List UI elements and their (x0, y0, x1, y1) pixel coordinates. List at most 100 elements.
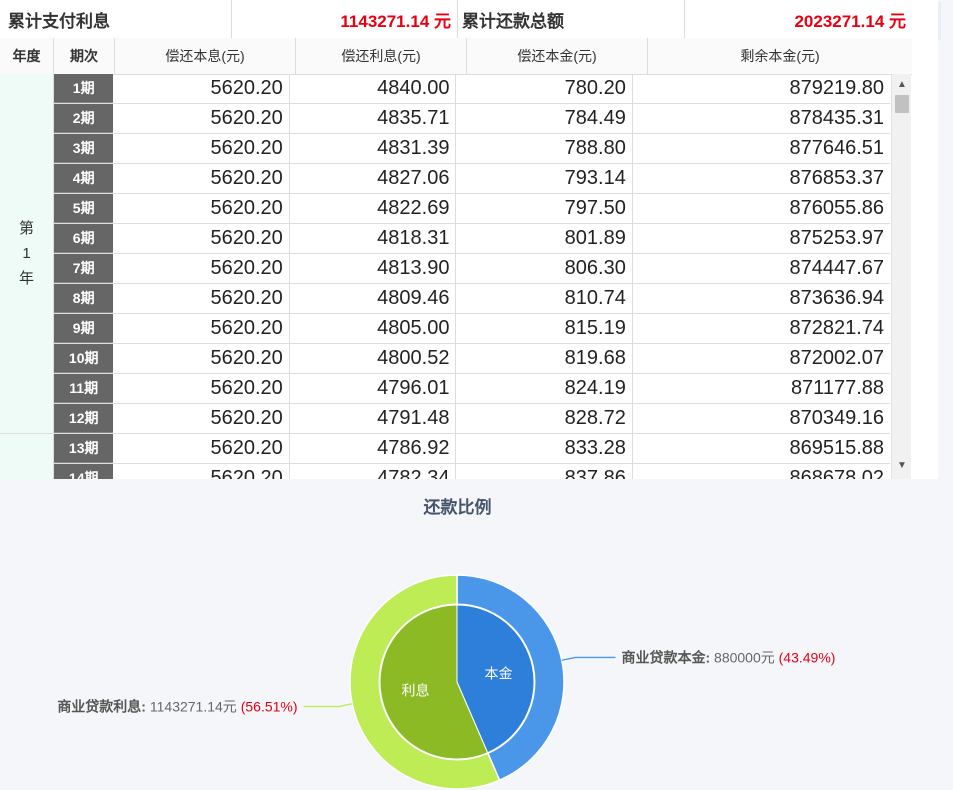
cell-interest: 4809.46 (290, 284, 457, 313)
cell-remaining: 875253.97 (789, 227, 884, 249)
scroll-thumb[interactable] (895, 95, 909, 113)
cell-interest: 4827.06 (290, 164, 457, 193)
cell-period: 6期 (54, 224, 114, 253)
cell-period: 2期 (54, 104, 114, 133)
cell-payment: 5620.20 (113, 284, 290, 313)
table-row: 4期 5620.20 4827.06 793.14 876853.37 (54, 164, 890, 194)
pie-outer-label: 商业贷款利息: 1143271.14元 (56.51%) (57, 699, 297, 715)
cell-remaining: 872002.07 (789, 347, 884, 369)
cell-period: 13期 (54, 434, 114, 463)
page-edge (938, 0, 953, 790)
cell-interest: 4840.00 (290, 74, 457, 103)
cell-payment: 5620.20 (113, 224, 290, 253)
header-interest: 偿还利息(元) (296, 38, 467, 74)
scroll-up-icon[interactable]: ▲ (897, 79, 907, 90)
cell-remaining: 871177.88 (790, 377, 884, 399)
pie-inner-slice[interactable] (456, 604, 535, 754)
cell-period: 12期 (54, 404, 114, 433)
cell-payment: 5620.20 (113, 104, 290, 133)
cell-remaining: 876055.86 (789, 197, 884, 219)
cell-period: 7期 (54, 254, 114, 283)
table-row: 12期 5620.20 4791.48 828.72 870349.16 (54, 404, 890, 434)
year-cell (0, 434, 54, 479)
cell-principal: 824.19 (456, 374, 633, 403)
summary-bar: 累计支付利息 1143271.14 元 累计还款总额 2023271.14 元 (0, 0, 912, 39)
cell-remaining: 876853.37 (789, 167, 884, 189)
cell-remaining: 874447.67 (789, 257, 884, 279)
cell-principal: 801.89 (456, 224, 633, 253)
cell-interest: 4813.90 (290, 254, 457, 283)
cell-period: 5期 (54, 194, 114, 223)
cell-period: 4期 (54, 164, 114, 193)
cell-payment: 5620.20 (113, 404, 290, 433)
cell-payment: 5620.20 (113, 314, 290, 343)
cell-remaining: 879219.80 (789, 77, 884, 99)
table-scrollbar[interactable]: ▲ ▼ (891, 74, 911, 479)
table-row: 5期 5620.20 4822.69 797.50 876055.86 (54, 194, 890, 224)
cell-interest: 4831.39 (290, 134, 457, 163)
cell-interest: 4791.48 (290, 404, 457, 433)
cell-principal: 784.49 (456, 104, 633, 133)
pie-inner-label: 本金 (484, 665, 512, 681)
cell-principal: 788.80 (456, 134, 633, 163)
cell-payment: 5620.20 (113, 434, 290, 463)
cell-payment: 5620.20 (113, 464, 290, 479)
table-row: 9期 5620.20 4805.00 815.19 872821.74 (54, 314, 890, 344)
cell-interest: 4805.00 (290, 314, 457, 343)
cell-principal: 793.14 (456, 164, 633, 193)
cell-remaining: 870349.16 (789, 407, 884, 429)
total-repayment-value: 2023271.14 元 (794, 11, 906, 31)
cell-period: 11期 (54, 374, 114, 403)
header-remaining: 剩余本金(元) (740, 48, 820, 64)
cell-principal: 828.72 (456, 404, 633, 433)
cell-remaining: 873636.94 (789, 287, 884, 309)
cell-period: 3期 (54, 134, 114, 163)
cell-remaining: 877646.51 (789, 137, 884, 159)
cell-payment: 5620.20 (113, 254, 290, 283)
cell-principal: 837.86 (456, 464, 633, 479)
cell-remaining: 878435.31 (789, 107, 884, 129)
table-row: 11期 5620.20 4796.01 824.19 871177.88 (54, 374, 890, 404)
repayment-table[interactable]: 第 1 年 1期 5620.20 4840.00 780.20 879219.80 2期 5… (0, 74, 890, 479)
cell-payment: 5620.20 (113, 344, 290, 373)
cell-period: 8期 (54, 284, 114, 313)
chart-title: 还款比例 (423, 498, 492, 517)
table-row: 6期 5620.20 4818.31 801.89 875253.97 (54, 224, 890, 254)
scroll-down-icon[interactable]: ▼ (897, 460, 907, 471)
table-row: 1期 5620.20 4840.00 780.20 879219.80 (54, 74, 890, 104)
header-payment: 偿还本息(元) (115, 38, 296, 74)
cell-payment: 5620.20 (113, 374, 290, 403)
pie-inner-label: 利息 (402, 683, 430, 699)
cell-principal: 819.68 (456, 344, 633, 373)
cell-principal: 797.50 (456, 194, 633, 223)
year-label-char: 第 (18, 220, 34, 237)
cell-period: 10期 (54, 344, 114, 373)
cell-remaining: 868678.02 (789, 467, 884, 479)
cell-payment: 5620.20 (113, 74, 290, 103)
cell-payment: 5620.20 (113, 164, 290, 193)
cell-principal: 815.19 (456, 314, 633, 343)
cell-principal: 806.30 (456, 254, 633, 283)
year-cell: 第 1 年 (0, 74, 54, 434)
cell-period: 1期 (54, 74, 114, 103)
pie-label-line (561, 656, 616, 661)
table-row: 2期 5620.20 4835.71 784.49 878435.31 (54, 104, 890, 134)
table-row: 10期 5620.20 4800.52 819.68 872002.07 (54, 344, 890, 374)
header-year: 年度 (0, 38, 54, 74)
total-repayment-label: 累计还款总额 (458, 0, 685, 38)
cell-interest: 4822.69 (290, 194, 457, 223)
cell-interest: 4796.01 (290, 374, 457, 403)
pie-outer-label: 商业贷款本金: 880000元 (43.49%) (621, 649, 835, 665)
table-row: 3期 5620.20 4831.39 788.80 877646.51 (54, 134, 890, 164)
cell-period: 14期 (54, 464, 114, 479)
cell-interest: 4786.92 (290, 434, 457, 463)
cell-interest: 4835.71 (290, 104, 457, 133)
pie-inner-slice[interactable] (379, 604, 489, 760)
cell-payment: 5620.20 (113, 194, 290, 223)
year-label-char: 1 (22, 245, 31, 262)
pie-label-line (303, 703, 353, 708)
total-interest-label: 累计支付利息 (0, 0, 232, 38)
table-row: 7期 5620.20 4813.90 806.30 874447.67 (54, 254, 890, 284)
table-header: 年度 期次 偿还本息(元) 偿还利息(元) 偿还本金(元) 剩余本金(元) (0, 38, 912, 75)
